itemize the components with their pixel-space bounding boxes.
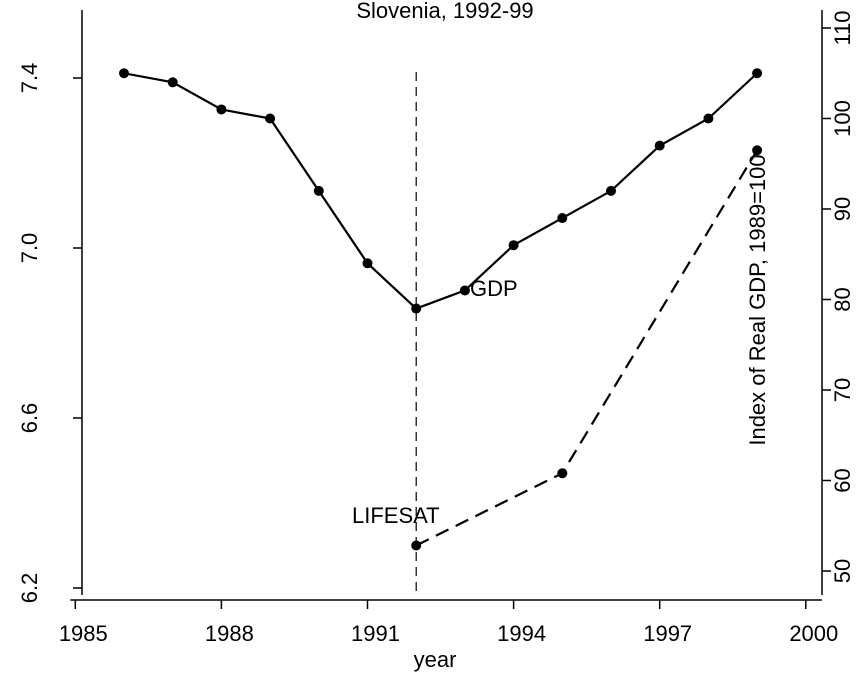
- y-tick-label: 6.6: [17, 403, 42, 434]
- series-annotation: GDP: [470, 276, 518, 301]
- data-point: [557, 213, 568, 224]
- data-point: [703, 113, 714, 124]
- y2-tick-label: 110: [830, 10, 855, 45]
- data-point: [119, 68, 129, 79]
- x-axis-label: year: [414, 647, 457, 672]
- y2-tick-label: 90: [830, 197, 855, 221]
- x-tick-label: 1994: [497, 621, 546, 646]
- data-point: [411, 540, 422, 551]
- data-point: [313, 185, 324, 196]
- series-line: [123, 72, 758, 310]
- x-tick-label: 2000: [789, 621, 838, 646]
- x-tick-label: 1997: [643, 621, 692, 646]
- data-point: [216, 104, 227, 115]
- data-point: [606, 185, 616, 196]
- data-point: [752, 145, 763, 156]
- data-point: [508, 240, 519, 251]
- y2-tick-label: 100: [830, 100, 855, 137]
- y2-tick-label: 50: [830, 559, 855, 583]
- y2-tick-label: 60: [830, 468, 855, 492]
- chart-title: Slovenia, 1992-99: [356, 0, 533, 23]
- data-point: [654, 140, 665, 151]
- x-tick-label: 1991: [351, 621, 400, 646]
- series-annotation: LIFESAT: [352, 503, 440, 528]
- data-point: [167, 77, 178, 88]
- y2-tick-label: 80: [830, 287, 855, 311]
- data-point: [752, 68, 763, 79]
- data-point: [362, 258, 373, 269]
- series-line: [415, 149, 759, 547]
- y-tick-label: 7.4: [17, 63, 42, 94]
- y-tick-label: 6.2: [17, 573, 42, 604]
- data-point: [459, 285, 470, 296]
- x-tick-label: 1988: [205, 621, 254, 646]
- data-point: [411, 303, 422, 314]
- data-point: [557, 468, 568, 479]
- y2-tick-label: 70: [830, 378, 855, 402]
- data-point: [265, 113, 276, 124]
- y-tick-label: 7.0: [17, 233, 42, 264]
- x-tick-label: 1985: [59, 621, 108, 646]
- y2-axis-label: Index of Real GDP, 1989=100: [745, 154, 770, 445]
